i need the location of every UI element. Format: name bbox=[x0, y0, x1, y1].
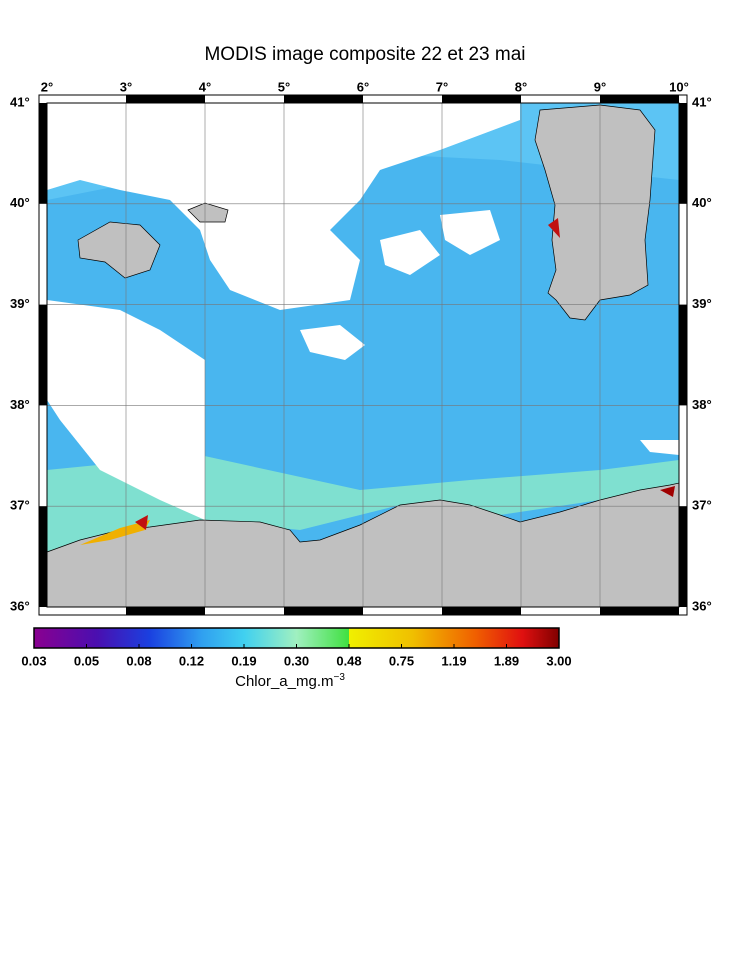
frame-segment bbox=[284, 95, 363, 103]
frame-segment bbox=[442, 607, 521, 615]
frame-segment bbox=[679, 103, 687, 204]
lon-tick-label: 9° bbox=[594, 79, 606, 94]
frame-segment bbox=[39, 506, 47, 607]
lat-tick-label: 41° bbox=[10, 94, 30, 109]
lat-tick-label: 36° bbox=[10, 598, 30, 613]
lon-tick-label: 4° bbox=[199, 79, 211, 94]
cloud bbox=[440, 210, 500, 255]
colorbar-tick-label: 3.00 bbox=[546, 653, 571, 668]
lat-tick-label: 36° bbox=[692, 598, 712, 613]
frame-segment bbox=[679, 304, 687, 406]
colorbar-tick-label: 1.19 bbox=[441, 653, 466, 668]
cloud bbox=[640, 440, 679, 455]
bloom bbox=[660, 486, 675, 497]
lon-tick-label: 2° bbox=[41, 79, 53, 94]
frame-segment bbox=[126, 607, 205, 615]
colorbar-label-text: Chlor_a_mg.m bbox=[235, 673, 333, 690]
lon-tick-label: 3° bbox=[120, 79, 132, 94]
lon-tick-label: 8° bbox=[515, 79, 527, 94]
colorbar-label: Chlor_a_mg.m−3 bbox=[235, 672, 345, 690]
frame-segment bbox=[442, 95, 521, 103]
frame-segment bbox=[126, 95, 205, 103]
frame-segment bbox=[39, 103, 47, 204]
land-menorca bbox=[187, 202, 229, 223]
colorbar-tick-label: 0.03 bbox=[21, 653, 46, 668]
lat-tick-label: 38° bbox=[10, 397, 30, 412]
land-sardinia bbox=[534, 104, 656, 321]
lon-tick-label: 7° bbox=[436, 79, 448, 94]
bloom bbox=[135, 515, 148, 530]
colorbar-tick-label: 0.75 bbox=[389, 653, 414, 668]
cloud bbox=[300, 325, 365, 360]
colorbar-tick-label: 0.19 bbox=[231, 653, 256, 668]
frame-segment bbox=[600, 607, 679, 615]
cloud bbox=[380, 230, 440, 275]
lat-tick-label: 39° bbox=[692, 296, 712, 311]
title: MODIS image composite 22 et 23 mai bbox=[204, 44, 525, 65]
lat-tick-label: 38° bbox=[692, 397, 712, 412]
bloom bbox=[80, 520, 150, 545]
lon-tick-label: 6° bbox=[357, 79, 369, 94]
lat-tick-label: 37° bbox=[10, 498, 30, 513]
frame-segment bbox=[284, 607, 363, 615]
lon-tick-label: 5° bbox=[278, 79, 290, 94]
lat-tick-label: 40° bbox=[692, 195, 712, 210]
colorbar-label-exponent: −3 bbox=[333, 672, 345, 683]
lat-tick-label: 39° bbox=[10, 296, 30, 311]
lat-tick-label: 41° bbox=[692, 94, 712, 109]
lat-tick-label: 37° bbox=[692, 498, 712, 513]
colorbar-tick-label: 0.05 bbox=[74, 653, 99, 668]
cloud bbox=[47, 103, 520, 310]
colorbar-tick-label: 0.48 bbox=[336, 653, 361, 668]
colorbar-tick-label: 0.08 bbox=[126, 653, 151, 668]
frame-segment bbox=[679, 506, 687, 607]
colorbar-tick-label: 0.30 bbox=[284, 653, 309, 668]
frame-segment bbox=[600, 95, 679, 103]
land-mallorca bbox=[77, 221, 161, 279]
frame-segment bbox=[39, 304, 47, 406]
lat-tick-label: 40° bbox=[10, 195, 30, 210]
bloom bbox=[548, 218, 560, 238]
lon-tick-label: 10° bbox=[669, 79, 689, 94]
colorbar-tick-label: 0.12 bbox=[179, 653, 204, 668]
colorbar-tick-label: 1.89 bbox=[494, 653, 519, 668]
